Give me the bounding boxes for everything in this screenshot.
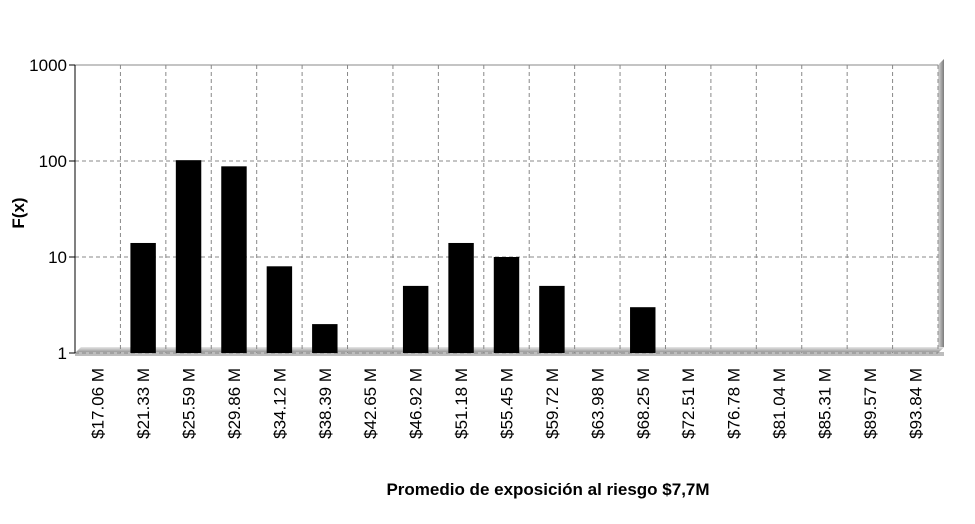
plot-side-wall [938, 59, 944, 353]
x-tick-label: $34.12 M [270, 368, 289, 439]
x-tick-labels: $17.06 M $21.33 M $25.59 M $29.86 M $34.12 M… [89, 368, 926, 439]
y-tick-label: 100 [39, 152, 67, 171]
bar [630, 307, 656, 353]
bar [402, 285, 429, 353]
x-tick-label: $76.78 M [725, 368, 744, 439]
x-tick-label: $68.25 M [634, 368, 653, 439]
bar [221, 166, 247, 353]
x-tick-label: $21.33 M [134, 368, 153, 439]
x-tick-label: $46.92 M [407, 368, 426, 439]
x-axis-title: Promedio de exposición al riesgo $7,7M [386, 480, 709, 499]
x-tick-label: $42.65 M [361, 368, 380, 439]
x-tick-label: $25.59 M [180, 368, 199, 439]
bars [130, 160, 656, 353]
plot-floor-edge [75, 352, 944, 356]
x-tick-label: $63.98 M [588, 368, 607, 439]
bar [539, 285, 565, 353]
x-tick-label: $81.04 M [770, 368, 789, 439]
y-tick-label: 10 [48, 248, 67, 267]
bar [312, 324, 338, 353]
bar [493, 257, 520, 353]
bar [175, 160, 202, 353]
x-tick-label: $29.86 M [225, 368, 244, 439]
x-tick-label: $55.45 M [498, 368, 517, 439]
bar [266, 266, 293, 353]
y-tick-label: 1 [58, 344, 67, 363]
x-tick-label: $59.72 M [543, 368, 562, 439]
x-tick-label: $38.39 M [316, 368, 335, 439]
x-tick-label: $89.57 M [861, 368, 880, 439]
y-tick-labels: 1 10 100 1000 [29, 56, 67, 363]
x-tick-label: $72.51 M [679, 368, 698, 439]
gridlines [69, 64, 939, 354]
bar [448, 242, 474, 353]
x-tick-label: $51.18 M [452, 368, 471, 439]
y-tick-label: 1000 [29, 56, 67, 75]
bar [130, 242, 156, 353]
y-axis-title: F(x) [9, 197, 28, 228]
x-tick-label: $17.06 M [89, 368, 108, 439]
x-tick-label: $93.84 M [906, 368, 925, 439]
x-tick-label: $85.31 M [815, 368, 834, 439]
